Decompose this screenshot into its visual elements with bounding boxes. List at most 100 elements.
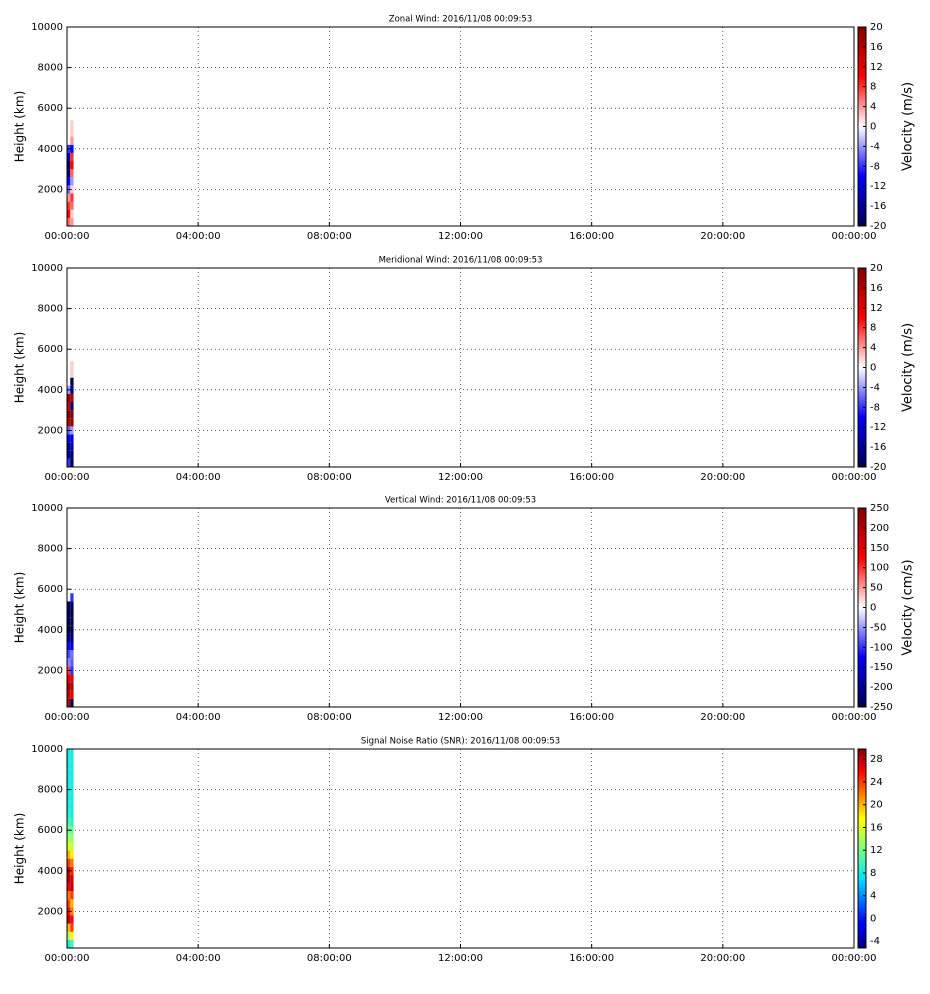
panel-title: Zonal Wind: 2016/11/08 00:09:53	[389, 15, 532, 25]
x-tick-label: 04:00:00	[176, 231, 221, 242]
colorbar-tick-label: -20	[870, 221, 886, 232]
heatmap-cell	[67, 923, 71, 932]
heatmap-cell	[70, 633, 74, 643]
heatmap-cell	[67, 842, 71, 851]
heatmap-cell	[70, 915, 74, 924]
colorbar-tick-label: 20	[870, 800, 883, 811]
heatmap-cell	[70, 442, 74, 451]
heatmap-cell	[70, 617, 74, 626]
x-tick-label: 00:00:00	[832, 712, 877, 723]
heatmap-cell	[70, 899, 74, 908]
y-tick-label: 4000	[38, 144, 63, 155]
colorbar-tick-label: 20	[870, 22, 883, 33]
colorbar-tick-label: 28	[870, 754, 883, 765]
heatmap-cell	[67, 801, 71, 810]
heatmap-cell	[67, 450, 71, 459]
colorbar-tick-label: 12	[870, 303, 883, 314]
heatmap-cell	[70, 152, 74, 162]
heatmap-cell	[70, 793, 74, 802]
heatmap-cell	[70, 769, 74, 778]
heatmap-cell	[70, 217, 74, 226]
heatmap-cell	[70, 177, 74, 186]
y-tick-label: 4000	[38, 866, 63, 877]
heatmap-cell	[67, 899, 71, 908]
colorbar-tick-label: 4	[870, 343, 876, 354]
heatmap-cell	[70, 209, 74, 218]
y-axis-label: Height (km)	[13, 813, 27, 884]
x-tick-label: 20:00:00	[700, 712, 745, 723]
heatmap-cell	[70, 402, 74, 411]
heatmap-cell	[67, 217, 71, 226]
heatmap-cell	[67, 418, 71, 427]
colorbar-tick-label: -4	[870, 141, 880, 152]
colorbar-tick-label: 0	[870, 363, 876, 374]
heatmap-cell	[67, 650, 71, 659]
colorbar-tick-label: 16	[870, 42, 883, 53]
colorbar-tick-label: -250	[870, 702, 893, 713]
heatmap-cell	[70, 939, 74, 948]
x-tick-label: 12:00:00	[438, 953, 483, 964]
colorbar-tick-label: 250	[870, 503, 889, 514]
panel: Vertical Wind: 2016/11/08 00:09:53 Height…	[13, 496, 916, 724]
heatmap-cell	[70, 393, 74, 403]
heatmap-cell	[67, 777, 71, 786]
x-tick-label: 00:00:00	[45, 712, 90, 723]
colorbar-tick-label: -4	[870, 936, 880, 947]
x-tick-label: 16:00:00	[569, 953, 614, 964]
heatmap-cell	[67, 609, 71, 618]
y-tick-label: 2000	[38, 425, 63, 436]
heatmap-cell	[67, 850, 71, 859]
colorbar-tick-label: -150	[870, 662, 893, 673]
heatmap-cell	[70, 434, 74, 443]
panel: Signal Noise Ratio (SNR): 2016/11/08 00:…	[13, 737, 883, 965]
y-tick-label: 6000	[38, 344, 63, 355]
heatmap-cell	[70, 609, 74, 618]
heatmap-cell	[70, 891, 74, 900]
heatmap-cell	[70, 874, 74, 884]
plot-frame	[66, 26, 855, 227]
heatmap-cell	[70, 418, 74, 427]
heatmap-cell	[67, 442, 71, 451]
heatmap-cell	[67, 177, 71, 186]
colorbar-tick-label: 0	[870, 913, 876, 924]
colorbar-tick-label: 100	[870, 563, 889, 574]
panel-title: Vertical Wind: 2016/11/08 00:09:53	[385, 496, 536, 506]
heatmap-cell	[70, 682, 74, 691]
colorbar-tick-label: 16	[870, 283, 883, 294]
y-tick-label: 8000	[38, 785, 63, 796]
heatmap-cell	[70, 777, 74, 786]
colorbar-tick-label: 12	[870, 845, 883, 856]
heatmap-cell	[67, 377, 71, 386]
heatmap-cell	[67, 402, 71, 411]
heatmap-cell	[67, 201, 71, 210]
colorbar-tick-label: 8	[870, 323, 876, 334]
colorbar-label: Velocity (cm/s)	[901, 559, 916, 655]
colorbar-tick-label: -8	[870, 402, 880, 413]
colorbar-tick-label: 0	[870, 122, 876, 133]
heatmap-cell	[70, 658, 74, 667]
heatmap-cell	[70, 136, 74, 145]
panel: Zonal Wind: 2016/11/08 00:09:53 Height (k…	[13, 15, 916, 243]
heatmap-cell	[67, 931, 71, 940]
y-axis-label: Height (km)	[13, 332, 27, 403]
y-tick-label: 8000	[38, 63, 63, 74]
heatmap-cell	[70, 931, 74, 940]
colorbar-tick-label: -50	[870, 622, 886, 633]
x-tick-label: 00:00:00	[832, 953, 877, 964]
colorbar-tick-label: -12	[870, 181, 886, 192]
heatmap-cell	[70, 369, 74, 378]
heatmap-cell	[67, 601, 71, 610]
x-tick-label: 00:00:00	[45, 472, 90, 483]
heatmap-cell	[70, 410, 74, 419]
heatmap-cell	[67, 169, 71, 178]
heatmap-cell	[70, 801, 74, 810]
heatmap-cell	[67, 698, 71, 707]
y-tick-label: 2000	[38, 906, 63, 917]
heatmap-cell	[67, 642, 71, 651]
y-axis-label: Height (km)	[13, 91, 27, 162]
colorbar-tick-label: 4	[870, 102, 876, 113]
colorbar-tick-label: -100	[870, 642, 893, 653]
panel-title: Signal Noise Ratio (SNR): 2016/11/08 00:…	[361, 737, 560, 747]
colorbar-tick-label: -16	[870, 201, 886, 212]
